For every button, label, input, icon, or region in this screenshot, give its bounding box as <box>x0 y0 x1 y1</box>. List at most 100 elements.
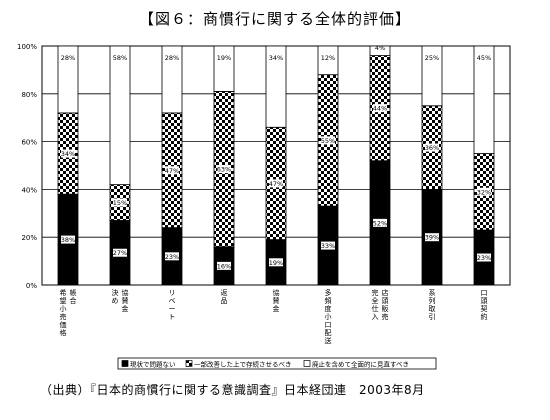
x-tick-char: 頭 <box>481 297 488 305</box>
x-tick-char: 帳 <box>70 288 77 297</box>
x-tick-char: 入 <box>372 313 379 321</box>
data-label: 34% <box>269 54 283 62</box>
x-tick-char: 送 <box>325 336 332 345</box>
data-label-bg <box>165 166 179 175</box>
x-tick-char: 仕 <box>372 304 379 313</box>
data-label: 36% <box>425 144 439 152</box>
bar-segment <box>317 45 339 76</box>
x-tick-char: 引 <box>429 312 436 321</box>
data-label: 25% <box>425 54 439 62</box>
x-tick-char: リ <box>169 289 176 297</box>
data-label: 32% <box>477 188 491 196</box>
data-label-bg <box>321 241 335 250</box>
x-tick-char: 頭 <box>382 297 389 305</box>
x-tick-char: ー <box>169 305 176 313</box>
data-label: 45% <box>477 54 491 62</box>
legend-swatch <box>121 360 129 367</box>
bar-segment <box>213 45 235 92</box>
x-tick-char: 多 <box>325 288 332 297</box>
data-label-bg <box>269 258 283 267</box>
data-label-bg <box>165 252 179 261</box>
x-tick-char: 協 <box>122 288 129 297</box>
x-tick-char: め <box>112 297 119 305</box>
y-tick-label: 0% <box>26 282 37 290</box>
data-label-bg <box>269 179 283 188</box>
chart-title: 【図６：商慣行に関する全体的評価】 <box>138 10 411 28</box>
x-tick-char: 金 <box>273 304 280 313</box>
x-tick-char: 取 <box>429 305 436 313</box>
data-label-bg <box>477 187 491 196</box>
bar-segment <box>161 45 183 114</box>
data-label: 4% <box>375 44 385 52</box>
data-label: 38% <box>61 236 75 244</box>
x-tick-char: 返 <box>221 289 228 297</box>
y-tick-label: 40% <box>21 186 37 194</box>
data-label-bg <box>425 233 439 242</box>
x-tick-char: 全 <box>372 296 379 305</box>
x-tick-char: 価 <box>60 320 67 329</box>
source-note: （出典）『日本的商慣行に関する意識調査』日本経団連 2003年8月 <box>40 383 425 397</box>
x-tick-char: 品 <box>221 297 228 305</box>
x-tick-char: 賛 <box>273 296 280 305</box>
bar-segment <box>265 45 287 128</box>
data-label: 23% <box>477 254 491 262</box>
data-label: 55% <box>321 137 335 145</box>
bar-segment <box>57 45 79 114</box>
data-label-bg <box>113 248 127 257</box>
x-tick-char: 完 <box>372 288 379 297</box>
data-label-bg <box>425 143 439 152</box>
data-label: 34% <box>61 150 75 158</box>
axes: 0%20%40%60%80%100%帳合希望小売価格協賛金決めリベート返品協賛金… <box>17 43 488 345</box>
data-label-bg <box>61 149 75 158</box>
x-tick-char: 約 <box>481 312 488 321</box>
x-tick-char: ベ <box>169 297 176 305</box>
data-label: 47% <box>165 167 179 175</box>
x-tick-char: 合 <box>70 296 77 305</box>
x-tick-char: 小 <box>60 304 67 313</box>
x-tick-char: 列 <box>429 296 436 305</box>
data-label-bg <box>373 104 387 113</box>
bar-segment <box>109 45 131 186</box>
x-tick-char: ト <box>169 313 176 321</box>
x-tick-char: 売 <box>60 312 67 321</box>
data-label-bg <box>373 218 387 227</box>
y-tick-label: 80% <box>21 91 37 99</box>
data-label: 19% <box>269 259 283 267</box>
bars: 38% 34% 28% 27% 15% 58% 23% 47% 28% 16% 63% 19% 19% 4… <box>57 44 495 286</box>
x-tick-char: 金 <box>122 304 129 313</box>
legend-label: 一部改善した上で存続させるべき <box>194 360 292 369</box>
data-label: 63% <box>217 166 231 174</box>
x-tick-char: 賛 <box>122 296 129 305</box>
legend-label: 廃止を含めて全面的に見直すべき <box>312 360 409 369</box>
legend-box <box>117 357 437 370</box>
x-tick-char: 配 <box>325 329 332 337</box>
data-label: 15% <box>113 199 127 207</box>
x-tick-char: 店 <box>382 288 389 297</box>
data-label: 52% <box>373 219 387 227</box>
x-tick-char: 小 <box>325 312 332 321</box>
data-label: 39% <box>425 234 439 242</box>
data-label-bg <box>217 165 231 174</box>
y-tick-label: 60% <box>21 139 37 147</box>
x-tick-char: 頻 <box>325 296 332 305</box>
data-label: 23% <box>165 253 179 261</box>
x-tick-char: 契 <box>481 304 488 313</box>
x-tick-char: 口 <box>325 321 332 329</box>
x-tick-char: 売 <box>382 312 389 321</box>
x-tick-char: 望 <box>60 296 67 305</box>
legend-label: 現状で問題ない <box>130 360 176 369</box>
data-label: 19% <box>217 54 231 62</box>
x-tick-char: 協 <box>273 288 280 297</box>
legend-swatch <box>185 360 193 367</box>
legend: 現状で問題ない 一部改善した上で存続させるべき 廃止を含めて全面的に見直すべき <box>117 357 437 370</box>
data-label: 33% <box>321 242 335 250</box>
data-label: 47% <box>269 180 283 188</box>
x-tick-char: 口 <box>481 289 488 297</box>
x-tick-char: 販 <box>382 304 389 313</box>
bar-segment <box>473 45 495 154</box>
data-label-bg <box>321 136 335 145</box>
data-label: 28% <box>61 54 75 62</box>
x-tick-char: 度 <box>325 304 332 313</box>
y-tick-label: 20% <box>21 234 37 242</box>
